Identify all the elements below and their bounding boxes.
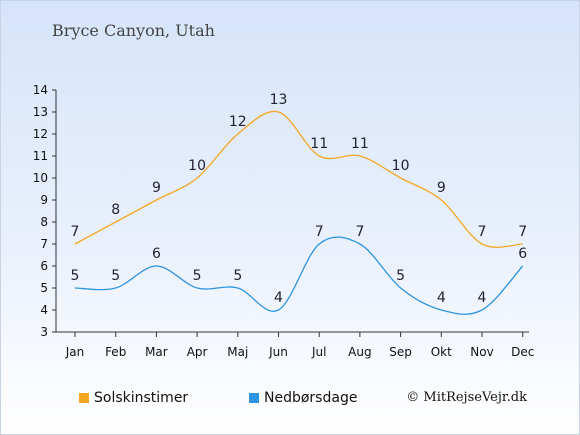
data-label-rain: 4 <box>478 290 487 306</box>
data-label-sun: 10 <box>392 158 410 174</box>
legend-swatch-sun <box>79 393 89 403</box>
y-tick-label: 13 <box>33 105 48 119</box>
data-label-rain: 7 <box>355 224 364 240</box>
data-label-rain: 4 <box>437 290 446 306</box>
x-tick-label: Apr <box>187 345 208 359</box>
x-tick-label: Feb <box>105 345 126 359</box>
data-label-sun: 11 <box>351 136 369 152</box>
series-line-sun <box>74 110 523 248</box>
data-label-sun: 13 <box>270 92 288 108</box>
data-label-sun: 10 <box>188 158 206 174</box>
legend-swatch-rain <box>249 393 259 403</box>
data-label-rain: 6 <box>152 246 161 262</box>
y-tick-label: 3 <box>40 325 48 339</box>
data-label-sun: 9 <box>152 180 161 196</box>
y-tick-label: 12 <box>33 127 48 141</box>
x-tick-label: Sep <box>389 345 412 359</box>
y-tick-label: 14 <box>33 83 48 97</box>
x-tick-label: Maj <box>227 345 248 359</box>
legend-item-sun: Solskinstimer <box>79 390 188 406</box>
x-tick-label: Okt <box>431 345 452 359</box>
legend-label-sun: Solskinstimer <box>94 390 189 406</box>
data-label-rain: 4 <box>274 290 283 306</box>
y-tick-label: 6 <box>40 259 48 273</box>
y-tick-label: 9 <box>40 193 48 207</box>
y-tick-label: 11 <box>33 149 48 163</box>
data-label-sun: 12 <box>229 114 247 130</box>
series-line-rain <box>74 236 524 315</box>
x-tick-label: Aug <box>348 345 371 359</box>
x-tick-label: Jan <box>65 345 85 359</box>
data-label-sun: 8 <box>111 202 120 218</box>
y-tick-label: 5 <box>40 281 48 295</box>
data-label-rain: 5 <box>233 268 242 284</box>
x-tick-label: Mar <box>145 345 168 359</box>
data-label-rain: 5 <box>396 268 405 284</box>
data-label-rain: 5 <box>111 268 120 284</box>
data-label-rain: 6 <box>518 246 527 262</box>
data-label-sun: 7 <box>478 224 487 240</box>
data-label-sun: 11 <box>310 136 328 152</box>
legend-item-rain: Nedbørsdage <box>249 390 357 406</box>
y-tick-label: 4 <box>40 303 48 317</box>
data-label-rain: 5 <box>193 268 202 284</box>
data-label-sun: 7 <box>518 224 527 240</box>
data-label-rain: 7 <box>315 224 324 240</box>
y-tick-label: 8 <box>40 215 48 229</box>
data-label-sun: 7 <box>71 224 80 240</box>
chart-title: Bryce Canyon, Utah <box>52 21 215 40</box>
y-tick-label: 7 <box>40 237 48 251</box>
data-label-rain: 5 <box>71 268 80 284</box>
data-label-sun: 9 <box>437 180 446 196</box>
credit-text: © MitRejseVejr.dk <box>406 390 527 405</box>
x-tick-label: Nov <box>470 345 493 359</box>
x-tick-label: Dec <box>511 345 534 359</box>
x-tick-label: Jun <box>268 345 288 359</box>
x-tick-label: Jul <box>311 345 326 359</box>
y-tick-label: 10 <box>33 171 48 185</box>
legend-label-rain: Nedbørsdage <box>264 390 358 406</box>
